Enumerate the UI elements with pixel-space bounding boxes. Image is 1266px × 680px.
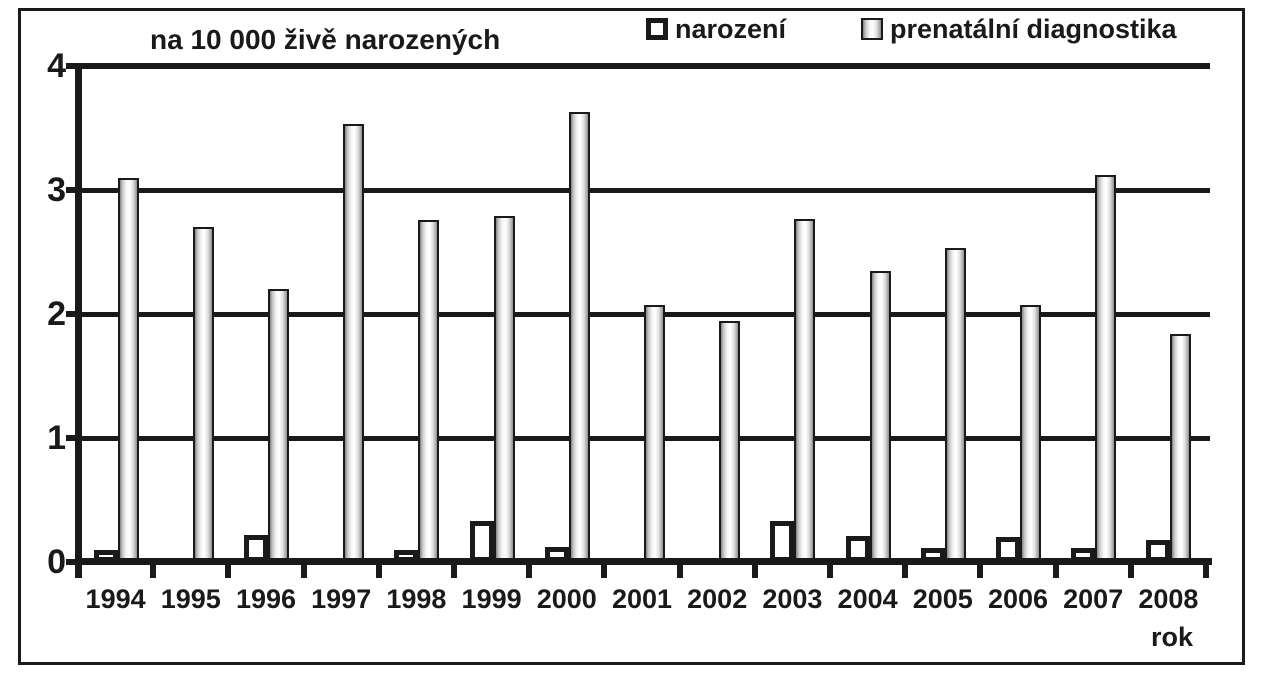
x-tick-label: 2004: [837, 584, 898, 614]
x-tick: [526, 565, 533, 578]
gridline-4: [78, 63, 1210, 69]
y-tick-label: 3: [47, 171, 66, 209]
x-tick: [300, 565, 307, 578]
x-tick: [375, 565, 382, 578]
x-tick: [902, 565, 909, 578]
x-tick-label: 2001: [611, 584, 673, 614]
x-tick: [1203, 565, 1209, 578]
y-tick-label: 0: [47, 543, 66, 581]
legend-narozeni-label: narození: [675, 13, 787, 44]
y-tick-1: [66, 435, 75, 441]
x-tick: [977, 565, 984, 578]
x-tick: [225, 565, 232, 578]
x-tick-label: 1995: [160, 584, 221, 614]
x-tick-label: 2000: [536, 584, 597, 614]
legend-item-narozeni: narození: [646, 14, 786, 44]
bar-prenatalni-1994: [117, 178, 139, 562]
y-tick-label: 4: [47, 47, 66, 85]
bar-narozeni-2003: [770, 521, 795, 562]
x-tick-label: 1997: [311, 584, 372, 614]
x-tick-label: 1994: [85, 584, 146, 614]
x-tick: [827, 565, 833, 578]
x-tick-label: 2003: [762, 584, 823, 614]
x-tick-label: 1998: [386, 584, 447, 614]
bar-prenatalni-2004: [869, 271, 891, 562]
y-tick-3: [66, 187, 75, 193]
y-tick-0: [66, 559, 75, 565]
bar-narozeni-1999: [469, 521, 494, 562]
x-tick-label: 2005: [912, 584, 973, 614]
y-tick-label: 1: [47, 419, 66, 457]
x-axis-line: [75, 558, 1212, 565]
x-tick-label: 1999: [461, 584, 522, 614]
x-tick: [1052, 565, 1059, 578]
x-tick: [601, 565, 608, 578]
y-tick-4: [66, 63, 75, 69]
x-tick: [150, 565, 157, 578]
x-tick-label: 2008: [1138, 584, 1199, 614]
bar-narozeni-1996: [244, 535, 268, 562]
bar-prenatalni-2001: [644, 305, 665, 562]
y-axis-line: [75, 63, 82, 578]
x-tick: [1127, 565, 1134, 578]
y-tick-2: [66, 311, 75, 317]
legend-prenatalni-swatch-icon: [861, 18, 883, 40]
x-tick-label: 2007: [1063, 584, 1124, 614]
x-axis-title: rok: [1150, 622, 1193, 652]
bar-prenatalni-1999: [493, 216, 515, 562]
legend-prenatalni-label: prenatální diagnostika: [890, 13, 1177, 44]
bar-prenatalni-1996: [268, 289, 289, 562]
x-tick-label: 2006: [987, 584, 1049, 614]
bar-prenatalni-2003: [794, 219, 816, 562]
chart-title: na 10 000 živě narozených: [150, 24, 501, 55]
bar-prenatalni-2005: [944, 248, 966, 562]
bar-prenatalni-1998: [418, 220, 440, 562]
figure-border: [18, 8, 1245, 665]
gridline-3: [78, 187, 1210, 193]
y-tick-label: 2: [47, 295, 66, 333]
x-tick: [451, 565, 457, 578]
bar-prenatalni-1995: [192, 227, 214, 562]
bar-prenatalni-2002: [719, 321, 741, 562]
bar-prenatalni-2000: [568, 112, 590, 562]
bar-prenatalni-2007: [1095, 175, 1117, 562]
legend-narozeni-swatch-icon: [646, 18, 668, 40]
legend-item-prenatalni: prenatální diagnostika: [861, 14, 1177, 44]
x-tick-label: 2002: [687, 584, 748, 614]
bar-prenatalni-1997: [343, 124, 365, 562]
x-tick: [676, 565, 683, 578]
bar-prenatalni-2006: [1020, 305, 1041, 562]
x-tick: [751, 565, 758, 578]
bar-prenatalni-2008: [1170, 334, 1192, 562]
x-tick-label: 1996: [235, 584, 297, 614]
